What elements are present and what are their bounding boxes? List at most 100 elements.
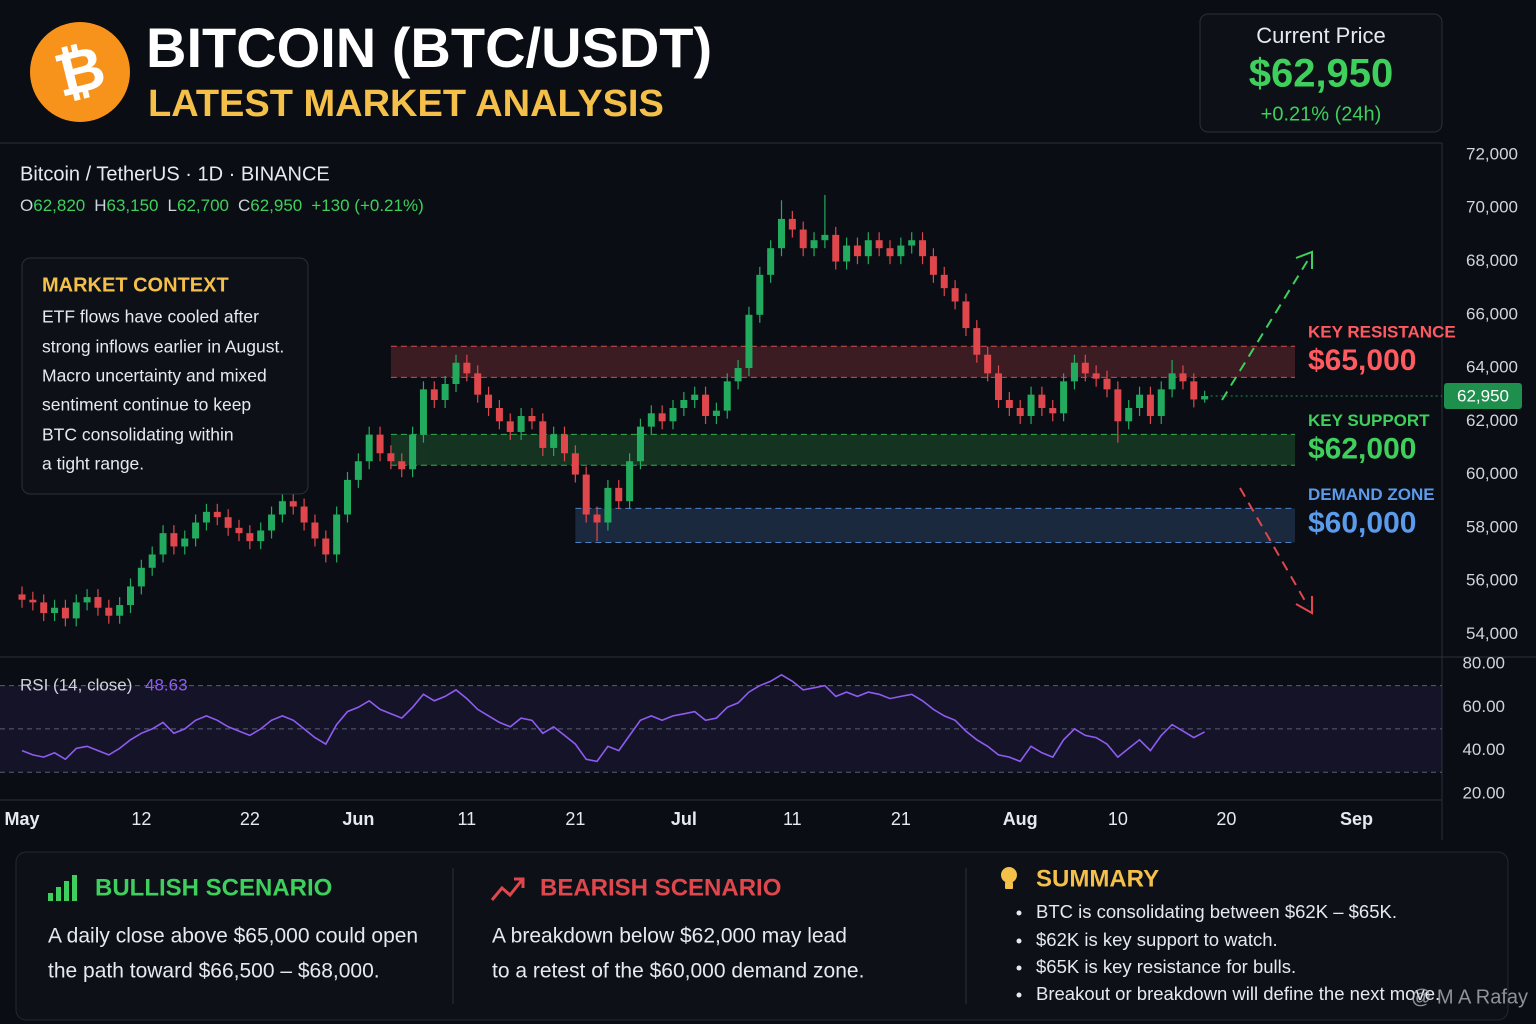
candle-body	[419, 389, 427, 435]
x-tick-label: Jun	[342, 809, 374, 829]
panel-line: the path toward $66,500 – $68,000.	[48, 960, 380, 983]
candle-body	[1103, 378, 1111, 390]
x-tick-label: 12	[131, 809, 151, 829]
candle-body	[29, 599, 37, 603]
candle-body	[1005, 400, 1013, 408]
context-line: ETF flows have cooled after	[42, 307, 259, 327]
candle-body	[202, 511, 210, 523]
candle-body	[669, 407, 677, 422]
candle-body	[561, 434, 568, 454]
symbol-title: Bitcoin / TetherUS · 1D · BINANCE	[20, 163, 330, 185]
ohlc-value: 62,950	[250, 196, 302, 215]
candle-body	[322, 538, 330, 555]
candle-body	[289, 501, 297, 507]
candle-body	[973, 328, 981, 355]
title: BITCOIN (BTC/USDT)	[146, 16, 712, 79]
price-card-change: +0.21% (24h)	[1261, 103, 1382, 125]
ohlc-change: +130 (+0.21%)	[311, 196, 423, 215]
candle-body	[61, 607, 69, 619]
bullish-arrowhead	[1295, 250, 1313, 269]
grid-layer	[0, 685, 1442, 773]
summary-icon	[1001, 867, 1017, 889]
candle-body	[105, 607, 113, 616]
y-tick-label: 60.00	[1462, 697, 1505, 716]
candle-body	[83, 597, 91, 603]
candle-body	[615, 487, 623, 502]
ohlc-value: 62,700	[177, 196, 229, 215]
subtitle: LATEST MARKET ANALYSIS	[148, 83, 664, 125]
candle-body	[387, 453, 395, 462]
y-tick-label: 68,000	[1466, 251, 1518, 270]
context-line: Macro uncertainty and mixed	[42, 366, 267, 386]
panel-title: SUMMARY	[1036, 865, 1159, 892]
candle-body	[1201, 396, 1209, 400]
rsi-value: 48.63	[145, 675, 188, 694]
bullish-icon	[48, 875, 77, 901]
price-tag-label: 62,950	[1457, 386, 1509, 405]
ohlc-key: L	[168, 196, 177, 215]
candle-body	[18, 594, 26, 600]
panel-line: A daily close above $65,000 could open	[48, 925, 418, 948]
candle-body	[951, 288, 959, 302]
candle-body	[452, 362, 460, 385]
candle-body	[745, 314, 753, 369]
ohlc-value: 62,820	[33, 196, 85, 215]
candle-body	[875, 240, 883, 249]
candle-body	[1190, 381, 1198, 400]
candle-body	[908, 240, 916, 246]
candle-body	[1114, 389, 1122, 422]
candle-body	[626, 461, 634, 502]
candle-body	[647, 413, 655, 427]
candle-body	[474, 373, 482, 395]
candle-body	[756, 274, 764, 315]
candle-body	[582, 474, 590, 515]
candle-body	[51, 607, 59, 614]
zone-price: $65,000	[1308, 344, 1416, 377]
candle-body	[799, 229, 807, 249]
bearish-arrowhead	[1295, 596, 1313, 615]
candle-body	[495, 407, 503, 422]
panel-title: BEARISH SCENARIO	[540, 874, 781, 901]
candle-body	[1179, 373, 1187, 382]
candle-body	[224, 517, 232, 528]
zone-price: $60,000	[1308, 506, 1416, 539]
candle-body	[984, 354, 992, 374]
candle-body	[344, 479, 351, 515]
ohlc-value: 63,150	[107, 196, 159, 215]
candle-body	[734, 368, 742, 382]
candle-body	[398, 461, 406, 470]
logo	[30, 22, 130, 122]
candle-body	[1092, 373, 1100, 379]
candle-body	[170, 533, 178, 547]
bullish-arrow	[1221, 259, 1309, 401]
candle-body	[940, 274, 948, 289]
mark-layer	[18, 194, 1522, 763]
candle-body	[1038, 394, 1046, 408]
candle-body	[1027, 394, 1035, 416]
candle-body	[246, 533, 254, 542]
x-tick-label: Jul	[671, 809, 697, 829]
y-tick-label: 60,000	[1466, 464, 1518, 483]
context-line: strong inflows earlier in August.	[42, 337, 284, 357]
candle-body	[712, 410, 720, 416]
summary-line: Breakout or breakdown will define the ne…	[1036, 983, 1440, 1004]
price-card	[1199, 13, 1443, 133]
candle-body	[604, 487, 612, 523]
x-tick-label: 21	[565, 809, 585, 829]
candle-body	[1136, 394, 1144, 408]
y-tick-label: 54,000	[1466, 624, 1518, 643]
candle-body	[832, 234, 840, 262]
candle-body	[430, 389, 438, 400]
candle-body	[778, 218, 785, 249]
candle-body	[300, 506, 308, 523]
candle-body	[723, 381, 731, 411]
bullet	[1016, 938, 1022, 944]
price-card-label: Current Price	[1256, 23, 1386, 48]
candle-body	[897, 245, 905, 257]
candle-body	[376, 434, 384, 454]
candle-body	[539, 421, 547, 448]
bullet	[1016, 965, 1022, 971]
candle-body	[821, 234, 829, 241]
rsi-line	[21, 673, 1205, 763]
y-tick-label: 64,000	[1466, 358, 1518, 377]
